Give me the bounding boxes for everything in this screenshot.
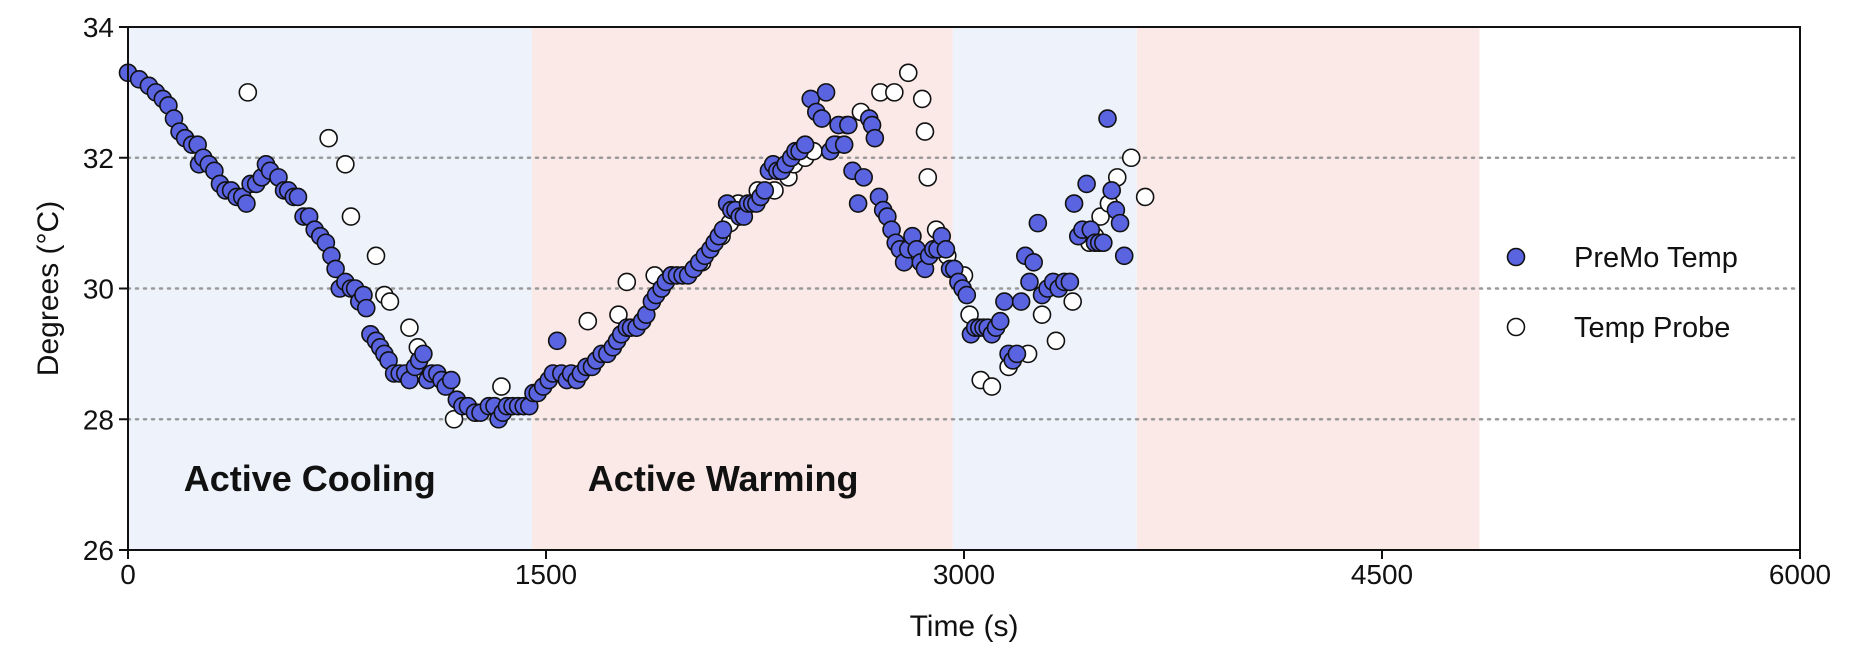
band-labels: Active Cooling Active Warming bbox=[184, 458, 859, 499]
point-premo-184 bbox=[1011, 292, 1031, 311]
point-probe-50 bbox=[1091, 207, 1110, 226]
point-premo-194 bbox=[1060, 272, 1080, 292]
point-premo-195 bbox=[1064, 194, 1084, 213]
point-premo-188 bbox=[1028, 213, 1048, 233]
legend-label-premo-temp: PreMo Temp bbox=[1574, 242, 1738, 274]
point-probe-35 bbox=[915, 122, 935, 141]
point-premo-203 bbox=[1098, 109, 1117, 128]
point-probe-42 bbox=[982, 377, 1002, 396]
y-tick-label-26: 26 bbox=[83, 535, 114, 566]
x-tick-label-1500: 1500 bbox=[515, 559, 577, 590]
point-probe-0 bbox=[238, 83, 258, 102]
point-premo-145 bbox=[848, 194, 868, 213]
point-premo-166 bbox=[936, 239, 956, 259]
point-premo-183 bbox=[1007, 344, 1027, 364]
point-probe-32 bbox=[885, 83, 904, 102]
axis-ticks: 0 1500 3000 4500 6000 26 28 30 32 34 bbox=[83, 12, 1831, 590]
point-premo-146 bbox=[854, 168, 873, 187]
point-premo-20 bbox=[237, 194, 256, 213]
point-probe-6 bbox=[380, 292, 400, 311]
x-tick-label-4500: 4500 bbox=[1351, 559, 1413, 590]
point-premo-143 bbox=[839, 115, 858, 135]
y-axis-title: Degrees (°C) bbox=[32, 201, 65, 376]
band-warming-3 bbox=[1136, 27, 1480, 550]
point-premo-142 bbox=[834, 135, 854, 154]
point-premo-125 bbox=[755, 181, 775, 200]
y-tick-label-32: 32 bbox=[83, 143, 114, 174]
point-probe-54 bbox=[1135, 187, 1155, 207]
point-premo-207 bbox=[1114, 246, 1134, 266]
point-probe-9 bbox=[444, 409, 464, 429]
point-premo-115 bbox=[713, 220, 733, 239]
point-probe-33 bbox=[898, 63, 918, 83]
point-probe-45 bbox=[1032, 305, 1052, 324]
point-premo-198 bbox=[1077, 174, 1096, 194]
point-premo-202 bbox=[1094, 233, 1113, 253]
band-label-cooling: Active Cooling bbox=[184, 458, 436, 499]
y-tick-label-30: 30 bbox=[83, 274, 114, 305]
legend-marker-temp-probe bbox=[1506, 317, 1526, 337]
point-premo-56 bbox=[414, 344, 433, 364]
y-tick-label-28: 28 bbox=[83, 404, 114, 435]
point-premo-204 bbox=[1102, 181, 1121, 200]
point-premo-187 bbox=[1024, 253, 1043, 272]
x-tick-label-0: 0 bbox=[120, 559, 136, 590]
legend-label-temp-probe: Temp Probe bbox=[1574, 312, 1730, 344]
legend: PreMo Temp Temp Probe bbox=[1506, 242, 1738, 344]
point-premo-206 bbox=[1110, 213, 1130, 233]
point-premo-134 bbox=[795, 135, 815, 154]
band-label-warming: Active Warming bbox=[588, 458, 859, 499]
point-premo-30 bbox=[288, 187, 308, 207]
point-probe-53 bbox=[1121, 148, 1141, 168]
grid-lines bbox=[126, 156, 1802, 421]
x-tick-label-3000: 3000 bbox=[933, 559, 995, 590]
point-premo-137 bbox=[812, 109, 832, 128]
point-probe-2 bbox=[336, 154, 355, 174]
point-premo-171 bbox=[957, 285, 977, 305]
point-probe-46 bbox=[1046, 331, 1066, 351]
point-probe-11 bbox=[492, 377, 511, 396]
point-premo-180 bbox=[995, 292, 1014, 311]
point-probe-36 bbox=[918, 168, 938, 187]
point-probe-13 bbox=[609, 305, 628, 324]
point-probe-1 bbox=[319, 128, 338, 148]
point-probe-34 bbox=[912, 89, 932, 109]
point-probe-47 bbox=[1063, 292, 1082, 311]
x-axis-title: Time (s) bbox=[910, 610, 1019, 643]
point-premo-62 bbox=[441, 370, 461, 390]
y-tick-label-34: 34 bbox=[83, 12, 114, 43]
point-premo-186 bbox=[1020, 272, 1039, 292]
point-probe-4 bbox=[366, 246, 386, 266]
point-premo-44 bbox=[356, 298, 376, 318]
point-probe-12 bbox=[578, 311, 598, 331]
point-premo-82 bbox=[547, 331, 567, 351]
point-probe-3 bbox=[341, 207, 361, 226]
point-probe-14 bbox=[617, 272, 637, 292]
point-probe-7 bbox=[400, 318, 419, 338]
x-tick-label-6000: 6000 bbox=[1769, 559, 1831, 590]
point-premo-179 bbox=[990, 311, 1010, 331]
legend-marker-premo-temp bbox=[1506, 247, 1526, 267]
series-premo-temp bbox=[118, 63, 1134, 429]
point-premo-138 bbox=[816, 83, 836, 102]
data-series bbox=[118, 63, 1155, 429]
point-premo-149 bbox=[865, 128, 885, 148]
point-premo-37 bbox=[326, 259, 345, 279]
